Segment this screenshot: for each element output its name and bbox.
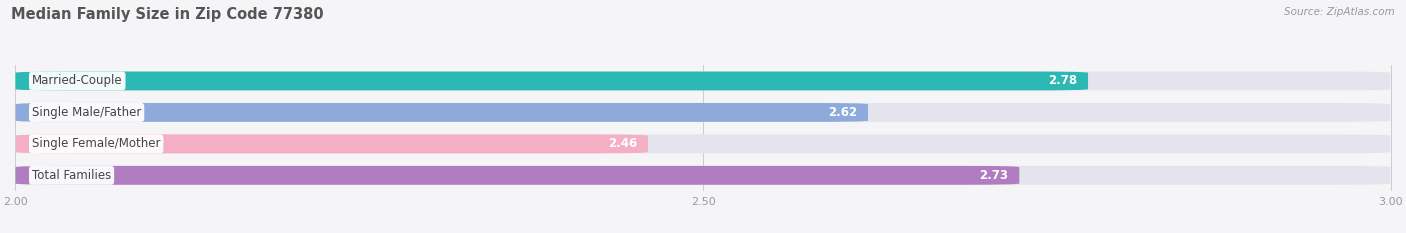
FancyBboxPatch shape (15, 134, 648, 153)
Text: 2.62: 2.62 (828, 106, 858, 119)
FancyBboxPatch shape (15, 103, 868, 122)
Text: Median Family Size in Zip Code 77380: Median Family Size in Zip Code 77380 (11, 7, 323, 22)
Text: Married-Couple: Married-Couple (32, 75, 122, 87)
Text: 2.78: 2.78 (1047, 75, 1077, 87)
Text: 2.46: 2.46 (607, 137, 637, 150)
Text: 2.73: 2.73 (979, 169, 1008, 182)
FancyBboxPatch shape (15, 103, 1391, 122)
Text: Total Families: Total Families (32, 169, 111, 182)
Text: Single Female/Mother: Single Female/Mother (32, 137, 160, 150)
FancyBboxPatch shape (15, 72, 1088, 90)
FancyBboxPatch shape (15, 134, 1391, 153)
FancyBboxPatch shape (15, 166, 1391, 185)
FancyBboxPatch shape (15, 72, 1391, 90)
Text: Source: ZipAtlas.com: Source: ZipAtlas.com (1284, 7, 1395, 17)
Text: Single Male/Father: Single Male/Father (32, 106, 142, 119)
FancyBboxPatch shape (15, 166, 1019, 185)
